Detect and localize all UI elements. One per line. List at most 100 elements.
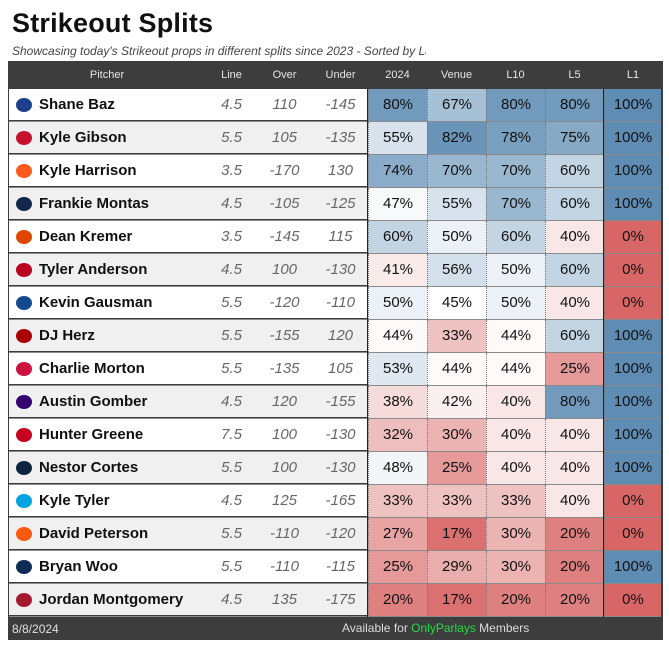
over-value: 125 [271, 492, 298, 509]
brewers-logo-icon [16, 197, 32, 211]
mariners-logo-icon [16, 560, 32, 574]
l1-pct-cell: 0% [604, 221, 661, 253]
pitcher-name: Dean Kremer [39, 228, 133, 245]
header-line[interactable]: Line [221, 69, 242, 81]
row-divider [9, 385, 661, 386]
line-value: 4.5 [221, 96, 242, 113]
table-row[interactable]: Jordan Montgomery 4.5 135 -175 20% 17% 20% 20% 0… [9, 584, 661, 616]
pitcher-name: Nestor Cortes [39, 459, 139, 476]
l1-pct-cell: 100% [604, 419, 661, 451]
over-value: 120 [271, 393, 298, 410]
y2024-pct-cell: 20% [368, 584, 427, 616]
table-row[interactable]: Frankie Montas 4.5 -105 -125 47% 55% 70% 60% 100… [9, 188, 661, 220]
row-divider [9, 187, 661, 188]
l10-pct-cell: 30% [486, 518, 545, 550]
venue-pct-cell: 67% [427, 89, 486, 121]
pitcher-name: Bryan Woo [39, 558, 118, 575]
l5-pct-cell: 20% [545, 551, 604, 583]
venue-pct-cell: 44% [427, 353, 486, 385]
line-value: 5.5 [221, 129, 242, 146]
header-l1[interactable]: L1 [626, 69, 640, 81]
under-value: 105 [327, 360, 354, 377]
l1-pct-cell: 100% [604, 188, 661, 220]
l5-pct-cell: 40% [545, 485, 604, 517]
header-over[interactable]: Over [272, 69, 297, 81]
l10-pct-cell: 50% [486, 287, 545, 319]
table-row[interactable]: Tyler Anderson 4.5 100 -130 41% 56% 50% 60% 0% [9, 254, 661, 286]
line-value: 4.5 [221, 195, 242, 212]
table-row[interactable]: Hunter Greene 7.5 100 -130 32% 30% 40% 40% 100% [9, 419, 661, 451]
table-row[interactable]: Charlie Morton 5.5 -135 105 53% 44% 44% 25% 100% [9, 353, 661, 385]
header-l10[interactable]: L10 [506, 69, 525, 81]
l5-pct-cell: 40% [545, 221, 604, 253]
under-value: -165 [325, 492, 356, 509]
header-venue[interactable]: Venue [440, 69, 473, 81]
under-value: -130 [325, 261, 356, 278]
line-value: 5.5 [221, 558, 242, 575]
venue-pct-cell: 33% [427, 485, 486, 517]
table-row[interactable]: Austin Gomber 4.5 120 -155 38% 42% 40% 80% 100% [9, 386, 661, 418]
l1-pct-cell: 100% [604, 452, 661, 484]
y2024-pct-cell: 50% [368, 287, 427, 319]
y2024-pct-cell: 38% [368, 386, 427, 418]
table-row[interactable]: Nestor Cortes 5.5 100 -130 48% 25% 40% 40% 100% [9, 452, 661, 484]
venue-pct-cell: 70% [427, 155, 486, 187]
table-row[interactable]: Shane Baz 4.5 110 -145 80% 67% 80% 80% 100% [9, 89, 661, 121]
row-divider [9, 319, 661, 320]
table-row[interactable]: DJ Herz 5.5 -155 120 44% 33% 44% 60% 100% [9, 320, 661, 352]
l5-pct-cell: 20% [545, 584, 604, 616]
marlins-logo-icon [16, 494, 32, 508]
over-value: -155 [269, 327, 300, 344]
l1-pct-cell: 0% [604, 518, 661, 550]
table-row[interactable]: Kyle Harrison 3.5 -170 130 74% 70% 70% 60% 100% [9, 155, 661, 187]
over-value: 135 [271, 591, 298, 608]
pitcher-name: Austin Gomber [39, 393, 148, 410]
l5-pct-cell: 40% [545, 287, 604, 319]
venue-pct-cell: 56% [427, 254, 486, 286]
l10-pct-cell: 40% [486, 419, 545, 451]
under-value: 120 [327, 327, 354, 344]
splits-table: Pitcher Line Over Under 2024 Venue L10 L… [8, 61, 663, 640]
l1-pct-cell: 100% [604, 89, 661, 121]
table-row[interactable]: Bryan Woo 5.5 -110 -115 25% 29% 30% 20% 100% [9, 551, 661, 583]
reds-logo-icon [16, 428, 32, 442]
over-value: 100 [271, 261, 298, 278]
brand-name[interactable]: OnlyParlays [411, 621, 476, 635]
table-header: Pitcher Line Over Under 2024 Venue L10 L… [8, 61, 663, 89]
under-value: -125 [325, 195, 356, 212]
row-divider [9, 583, 661, 584]
y2024-pct-cell: 41% [368, 254, 427, 286]
table-row[interactable]: David Peterson 5.5 -110 -120 27% 17% 30% 20% 0% [9, 518, 661, 550]
l10-pct-cell: 50% [486, 254, 545, 286]
header-l5[interactable]: L5 [568, 69, 581, 81]
under-value: 130 [327, 162, 354, 179]
l10-pct-cell: 70% [486, 155, 545, 187]
l1-pct-cell: 100% [604, 320, 661, 352]
venue-pct-cell: 30% [427, 419, 486, 451]
l10-pct-cell: 40% [486, 452, 545, 484]
l1-pct-cell: 100% [604, 386, 661, 418]
row-divider [9, 550, 661, 551]
under-value: -155 [325, 393, 356, 410]
header-under[interactable]: Under [325, 69, 356, 81]
over-value: -170 [269, 162, 300, 179]
y2024-pct-cell: 47% [368, 188, 427, 220]
l10-pct-cell: 44% [486, 320, 545, 352]
l10-pct-cell: 80% [486, 89, 545, 121]
table-row[interactable]: Dean Kremer 3.5 -145 115 60% 50% 60% 40% 0% [9, 221, 661, 253]
table-row[interactable]: Kyle Tyler 4.5 125 -165 33% 33% 33% 40% 0% [9, 485, 661, 517]
giants-logo-icon [16, 164, 32, 178]
column-divider [367, 89, 368, 617]
row-divider [9, 484, 661, 485]
table-row[interactable]: Kyle Gibson 5.5 105 -135 55% 82% 78% 75% 100% [9, 122, 661, 154]
header-2024[interactable]: 2024 [385, 69, 410, 81]
footer-date: 8/8/2024 [12, 622, 59, 636]
row-divider [9, 418, 661, 419]
header-pitcher[interactable]: Pitcher [89, 69, 125, 81]
row-divider [9, 352, 661, 353]
table-row[interactable]: Kevin Gausman 5.5 -120 -110 50% 45% 50% 40% 0% [9, 287, 661, 319]
l5-pct-cell: 40% [545, 419, 604, 451]
l1-pct-cell: 100% [604, 122, 661, 154]
l10-pct-cell: 44% [486, 353, 545, 385]
y2024-pct-cell: 60% [368, 221, 427, 253]
